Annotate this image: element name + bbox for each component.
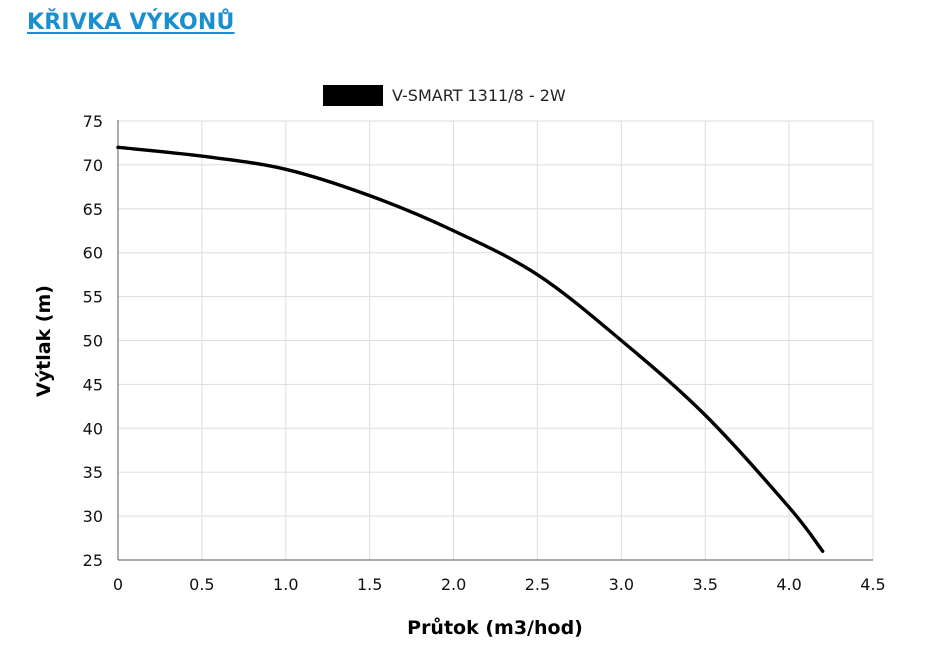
chart-grid: [118, 120, 874, 560]
series-line: [116, 145, 825, 553]
y-axis-title: Výtlak (m): [33, 285, 55, 397]
y-tick-label: 45: [83, 375, 103, 394]
y-tick-label: 75: [83, 112, 103, 131]
chart-axes: [117, 120, 873, 561]
legend-label: V-SMART 1311/8 - 2W: [392, 86, 566, 105]
legend: V-SMART 1311/8 - 2W: [323, 85, 566, 106]
y-tick-label: 70: [83, 156, 103, 175]
y-tick-label: 60: [83, 244, 103, 263]
y-tick-label: 65: [83, 200, 103, 219]
y-tick-labels: 25 30 35 40 45 50 55 60 65 70 75: [83, 112, 103, 570]
y-tick-label: 30: [83, 507, 103, 526]
x-axis-title: Průtok (m3/hod): [407, 616, 583, 639]
x-tick-labels: 0 0.5 1.0 1.5 2.0 2.5 3.0 3.5 4.0 4.5: [113, 575, 886, 594]
x-tick-label: 0: [113, 575, 123, 594]
section-title-link[interactable]: KŘIVKA VÝKONŮ: [27, 10, 235, 35]
x-tick-label: 1.5: [357, 575, 382, 594]
x-tick-label: 0.5: [189, 575, 214, 594]
x-tick-label: 2.0: [441, 575, 466, 594]
x-tick-label: 4.0: [776, 575, 801, 594]
chart-series: [116, 145, 825, 553]
y-tick-label: 25: [83, 551, 103, 570]
x-tick-label: 2.5: [525, 575, 550, 594]
x-tick-label: 3.0: [609, 575, 634, 594]
y-tick-label: 35: [83, 463, 103, 482]
x-tick-label: 4.5: [860, 575, 885, 594]
x-tick-label: 3.5: [692, 575, 717, 594]
y-tick-label: 50: [83, 332, 103, 351]
y-tick-label: 55: [83, 288, 103, 307]
y-tick-label: 40: [83, 419, 103, 438]
legend-swatch: [323, 85, 383, 106]
x-tick-label: 1.0: [273, 575, 298, 594]
